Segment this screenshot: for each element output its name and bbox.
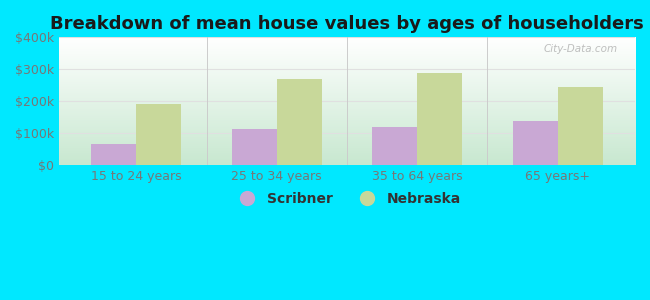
Bar [91, 144, 136, 165]
Bar [277, 79, 322, 165]
Bar [558, 87, 603, 165]
Legend: Scribner, Nebraska: Scribner, Nebraska [227, 187, 466, 211]
Bar [136, 104, 181, 165]
Title: Breakdown of mean house values by ages of householders: Breakdown of mean house values by ages o… [50, 15, 644, 33]
Text: City-Data.com: City-Data.com [543, 44, 618, 54]
Bar [417, 74, 462, 165]
Bar [232, 129, 277, 165]
Bar [513, 121, 558, 165]
Bar [372, 127, 417, 165]
